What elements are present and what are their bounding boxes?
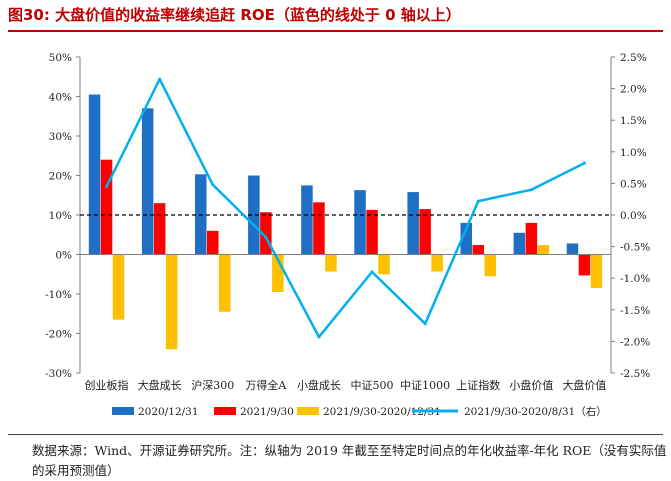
- line-point: [211, 183, 215, 187]
- bar: [366, 209, 378, 255]
- bar: [260, 212, 272, 255]
- source-note: 数据来源：Wind、开源证券研究所。注：纵轴为 2019 年截至至特定时间点的年…: [32, 443, 667, 478]
- right-tick-label: 0.5%: [620, 178, 647, 190]
- figure-title: 图30: 大盘价值的收益率继续追赶 ROE（蓝色的线处于 0 轴以上）: [8, 6, 461, 24]
- bar: [431, 254, 443, 272]
- plot-area: -30% -20% -10% 0% 10% 20% 30% 40% 50% -2.5% -2.0%…: [45, 52, 650, 392]
- left-tick-label: 10%: [49, 210, 72, 222]
- x-tick-label: 小盘价值: [509, 378, 553, 392]
- x-tick-label: 大盘成长: [138, 378, 182, 392]
- bar: [112, 254, 125, 320]
- right-tick-label: 1.5%: [620, 115, 647, 127]
- bar: [578, 254, 591, 276]
- x-tick-label: 沪深300: [191, 378, 234, 392]
- legend-label: 2021/9/30-2020/8/31（右）: [464, 405, 607, 418]
- bar: [484, 254, 496, 277]
- bar: [590, 254, 603, 289]
- bar-series: [88, 94, 603, 350]
- legend: 2020/12/31 2021/9/30 2021/9/30-2020/12/31 2…: [112, 405, 607, 418]
- bar: [153, 203, 166, 255]
- bar: [100, 159, 113, 255]
- right-tick-label: 1.0%: [620, 147, 647, 159]
- bar: [301, 185, 313, 255]
- legend-swatch-bar: [214, 407, 236, 415]
- bar: [472, 245, 484, 255]
- left-tick-label: 50%: [49, 52, 72, 64]
- bar: [407, 192, 419, 255]
- line-point: [476, 199, 480, 203]
- left-y-ticks: -30% -20% -10% 0% 10% 20% 30% 40% 50%: [45, 52, 80, 380]
- x-tick-label: 万得全A: [245, 378, 287, 392]
- left-tick-label: -30%: [45, 368, 72, 380]
- right-tick-label: -1.5%: [620, 305, 650, 317]
- right-tick-label: -0.5%: [620, 242, 650, 254]
- bar: [313, 202, 325, 255]
- x-tick-label: 大盘价值: [562, 378, 606, 392]
- bar: [525, 222, 538, 255]
- line-path: [105, 77, 586, 339]
- line-point: [317, 335, 321, 339]
- line-point: [370, 270, 374, 274]
- bar: [354, 190, 366, 255]
- x-tick-label: 上证指数: [456, 378, 500, 392]
- left-tick-label: 30%: [49, 131, 72, 143]
- line-series: [105, 77, 586, 339]
- x-tick-label: 创业板指: [85, 378, 129, 392]
- x-tick-label: 中证500: [351, 379, 394, 392]
- bar: [419, 209, 431, 255]
- bar: [325, 254, 337, 272]
- right-tick-label: 0.0%: [620, 210, 647, 222]
- chart: -30% -20% -10% 0% 10% 20% 30% 40% 50% -2.5% -2.0%…: [45, 52, 650, 418]
- bar: [566, 243, 579, 255]
- legend-swatch-bar: [112, 407, 134, 415]
- legend-swatch-bar: [297, 407, 319, 415]
- left-tick-label: -20%: [45, 329, 72, 341]
- bar: [219, 254, 231, 312]
- x-tick-label: 小盘成长: [297, 378, 341, 392]
- left-tick-label: -10%: [45, 289, 72, 301]
- line-point: [264, 235, 268, 239]
- bar: [537, 245, 550, 255]
- bar: [272, 254, 284, 293]
- line-point: [158, 77, 162, 81]
- right-tick-label: 2.0%: [620, 84, 647, 96]
- title-rule: [8, 30, 663, 32]
- line-point: [529, 188, 533, 192]
- x-tick-labels: 创业板指 大盘成长 沪深300 万得全A 小盘成长 中证500 中证1000 上证指数 小盘价值…: [85, 378, 607, 392]
- right-tick-label: 2.5%: [620, 52, 647, 64]
- x-tick-label: 中证1000: [400, 379, 450, 392]
- bar: [141, 108, 154, 255]
- line-point: [105, 185, 109, 189]
- line-point: [423, 322, 427, 326]
- left-tick-label: 0%: [55, 250, 72, 262]
- left-tick-label: 20%: [49, 171, 72, 183]
- bar: [378, 254, 390, 275]
- bar: [207, 230, 219, 255]
- right-tick-label: -2.5%: [620, 368, 650, 380]
- bar: [513, 232, 526, 255]
- bar: [248, 175, 260, 255]
- legend-label: 2021/9/30-2020/12/31: [323, 406, 441, 418]
- bar: [460, 222, 472, 255]
- bar: [88, 94, 101, 255]
- left-tick-label: 40%: [49, 92, 72, 104]
- source-rule: [8, 434, 663, 435]
- legend-label: 2020/12/31: [138, 406, 199, 418]
- bar: [165, 254, 178, 350]
- right-y-ticks: -2.5% -2.0% -1.5% -1.0% -0.5% 0.0% 0.5% 1.0% 1.5…: [611, 52, 650, 380]
- line-point: [582, 161, 586, 165]
- right-tick-label: -1.0%: [620, 273, 650, 285]
- right-tick-label: -2.0%: [620, 336, 650, 348]
- legend-label: 2021/9/30: [240, 406, 294, 418]
